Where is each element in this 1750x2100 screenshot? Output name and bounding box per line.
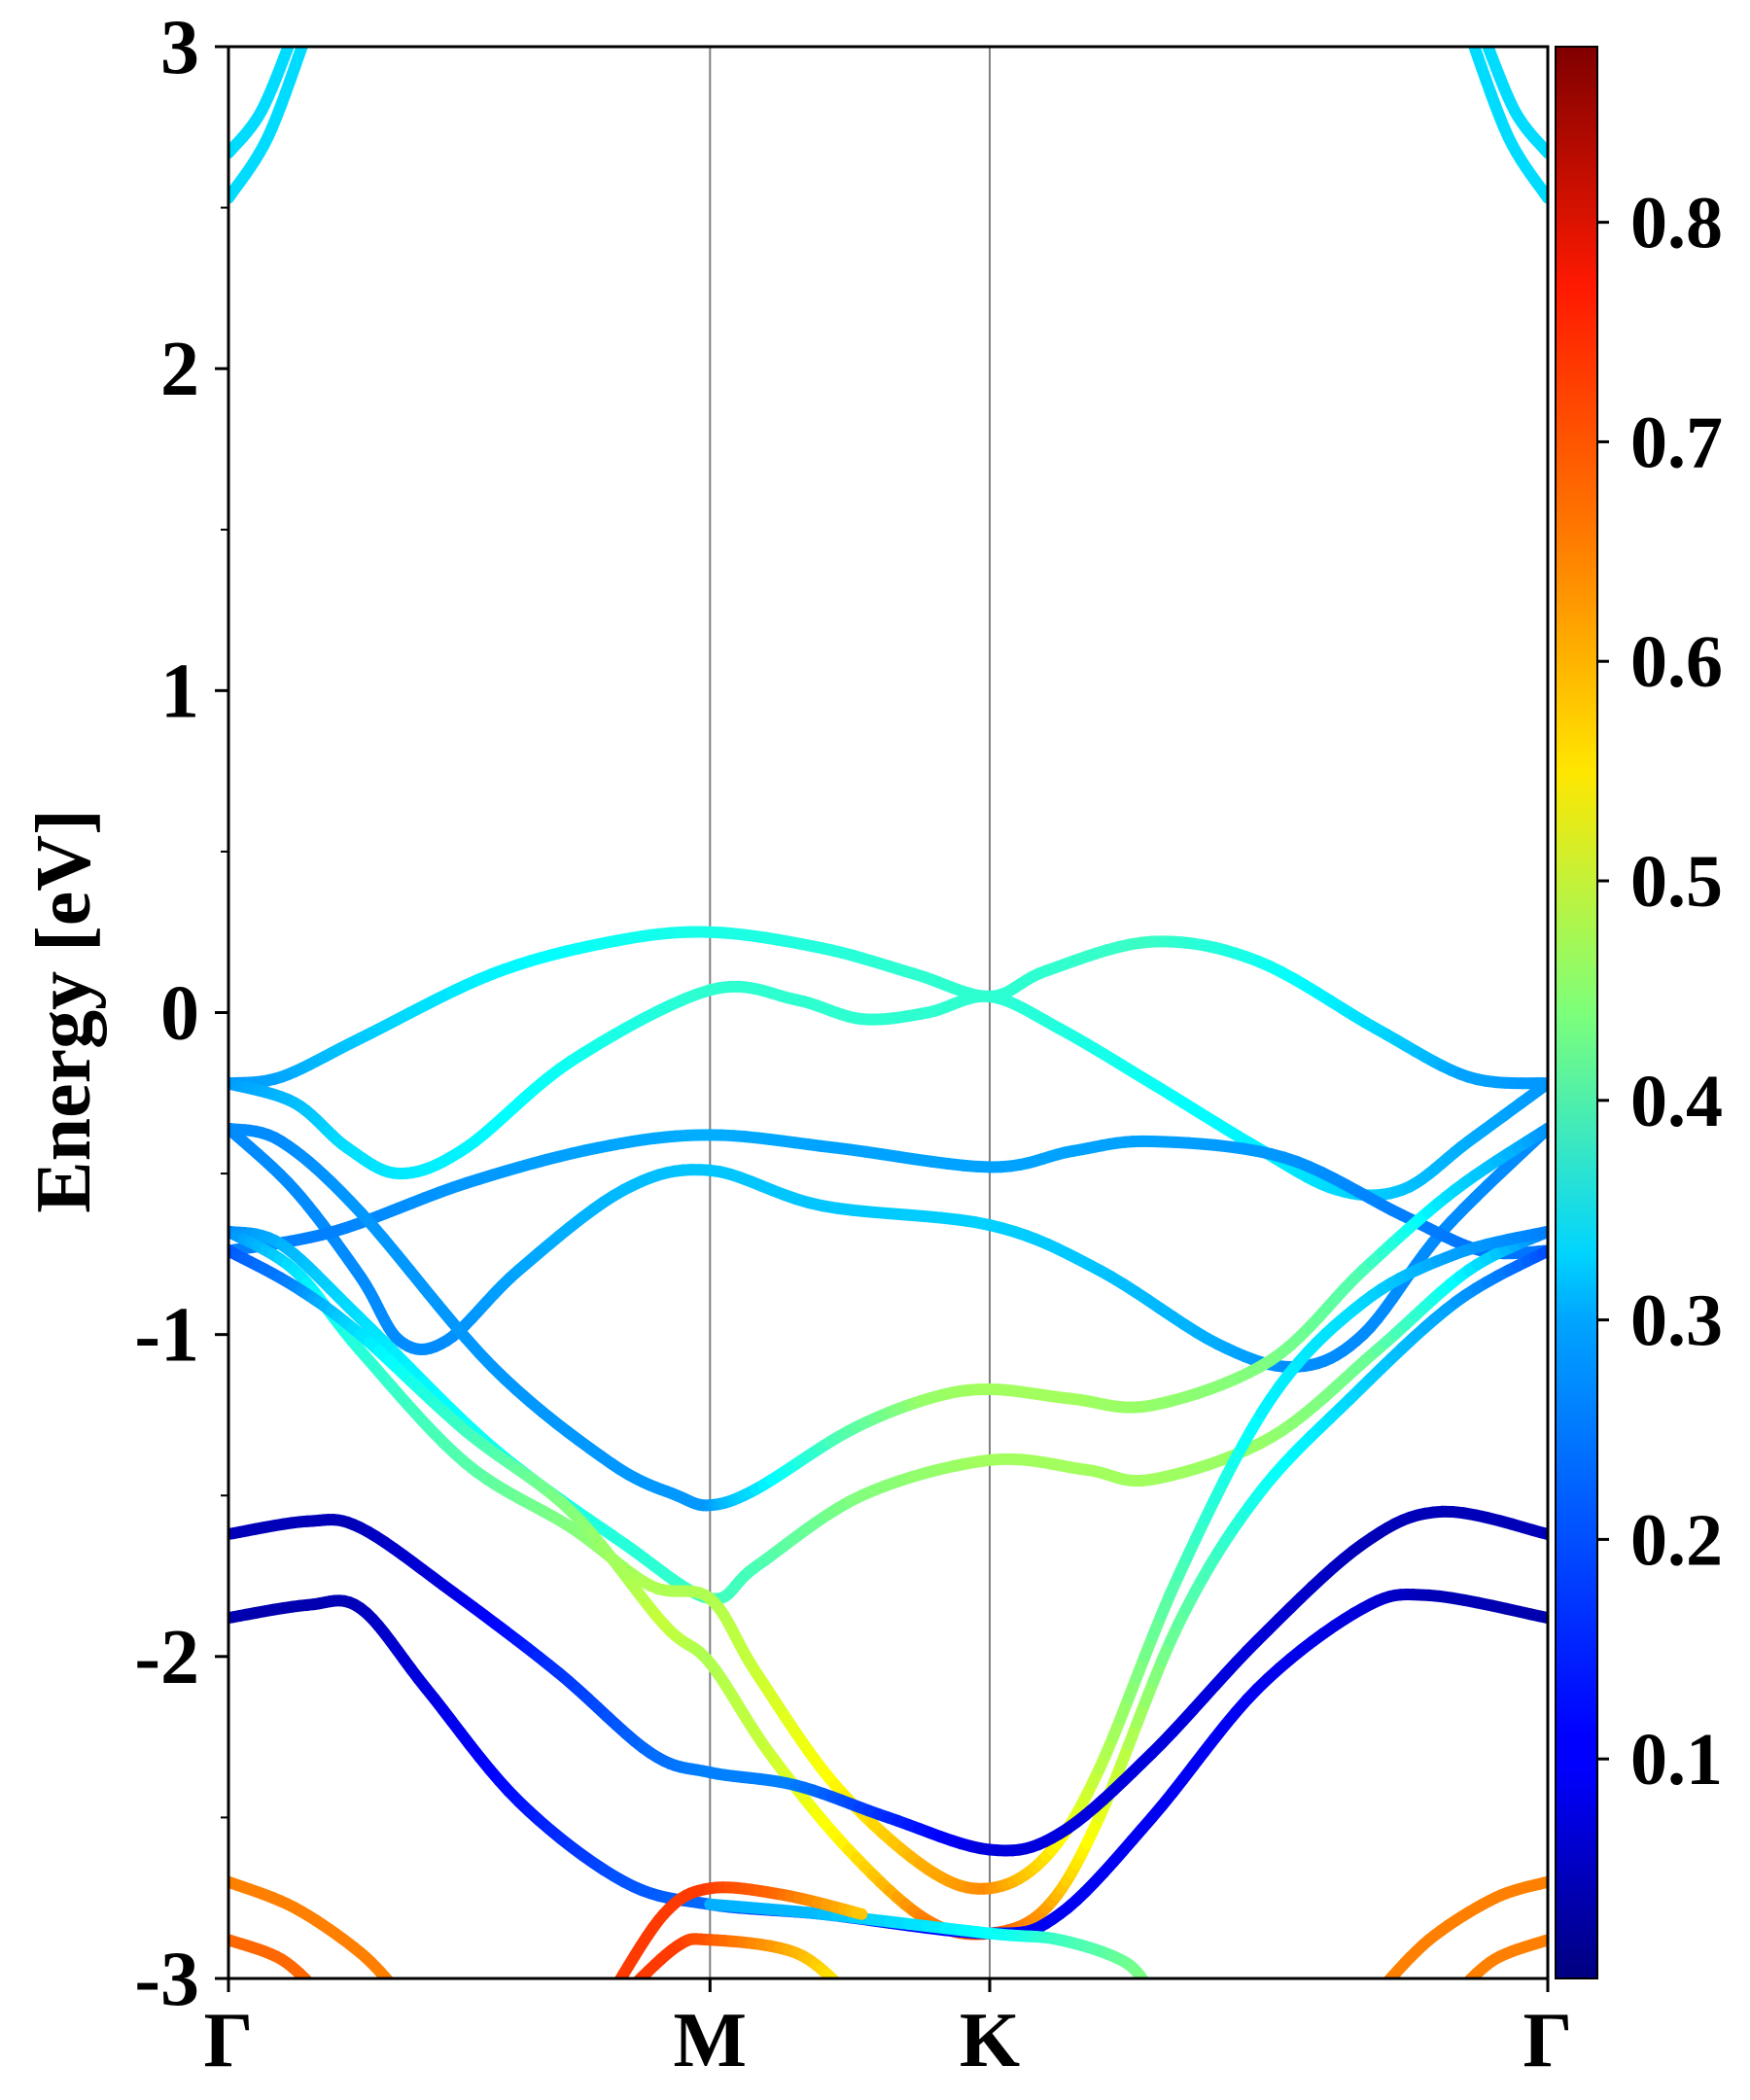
band-segment — [1460, 1986, 1463, 1990]
band-segment — [1147, 1987, 1149, 1990]
band — [228, 1122, 1548, 1512]
band — [612, 1881, 868, 1994]
colorbar-tick-label: 0.8 — [1630, 183, 1723, 264]
band — [704, 1898, 1151, 1995]
band — [228, 1129, 1548, 1260]
band — [1468, 30, 1548, 204]
colorbar-tick-label: 0.1 — [1630, 1719, 1723, 1801]
band — [1377, 1875, 1548, 1994]
band-segment — [826, 1974, 841, 1978]
band-segment — [297, 47, 308, 52]
band-segment — [281, 47, 295, 56]
colorbar-tick-label: 0.6 — [1630, 621, 1723, 703]
y-tick-label: -2 — [134, 1615, 199, 1700]
colorbar-gradient — [1556, 47, 1597, 1978]
band-segment — [382, 1975, 395, 1978]
y-tick-label: -3 — [134, 1937, 199, 2022]
band — [228, 926, 1548, 1090]
band-segment — [1482, 30, 1484, 35]
band — [228, 980, 1548, 1202]
band-segment — [613, 1977, 623, 1978]
band-segment — [1377, 1991, 1380, 1994]
band-segment — [319, 1992, 321, 1994]
band-segment — [627, 1987, 631, 1991]
band-segment — [1149, 1990, 1151, 1993]
band-segment — [1463, 1976, 1473, 1978]
colorbar-tick-label: 0.3 — [1630, 1280, 1723, 1362]
band-segment — [286, 47, 294, 49]
band-segment — [1137, 1974, 1149, 1978]
band-segment — [846, 1992, 849, 1995]
colorbar: 0.8 0.7 0.6 0.5 0.4 0.3 0.2 0.1 — [1555, 46, 1723, 1979]
band-segment — [851, 1907, 868, 1920]
colorbar-tick-label: 0.4 — [1630, 1061, 1723, 1142]
x-tick-label: Γ — [204, 1998, 254, 2083]
band-segment — [293, 30, 295, 35]
x-tick-label: M — [674, 1998, 748, 2083]
band-segment — [1382, 1976, 1393, 1978]
band-segment — [632, 1976, 642, 1978]
y-tick-label: 0 — [160, 971, 199, 1057]
bands-group — [228, 30, 1548, 1995]
band-segment — [1483, 47, 1490, 49]
colorbar-border — [1555, 46, 1598, 1979]
band-segment — [1457, 1989, 1460, 1992]
band-segment — [1455, 1992, 1457, 1994]
band — [1482, 30, 1548, 159]
y-tick-label: 1 — [160, 648, 199, 734]
colorbar-tick-label: 0.5 — [1630, 841, 1723, 923]
band-segment — [1469, 30, 1471, 37]
plot-area — [228, 47, 1548, 1978]
y-axis: 3 2 1 0 -1 -2 -3 — [134, 5, 228, 2022]
colorbar-tick-label: 0.7 — [1630, 402, 1723, 483]
band-segment — [842, 1988, 846, 1992]
band-segment — [1150, 1993, 1151, 1995]
band-segment — [1145, 1983, 1147, 1987]
y-tick-label: 2 — [160, 327, 199, 412]
band-segment — [303, 1976, 313, 1978]
plot-background — [228, 47, 1548, 1978]
band-segment — [1380, 1987, 1383, 1991]
band-segment — [305, 30, 307, 37]
band-segment — [838, 1984, 842, 1988]
x-tick-label: Γ — [1523, 1998, 1573, 2083]
y-tick-label: -1 — [134, 1293, 199, 1379]
band-segment — [312, 1986, 315, 1990]
x-tick-label: K — [960, 1998, 1020, 2083]
band-segment — [316, 1989, 319, 1992]
band-segment — [624, 1991, 627, 1994]
y-tick-label: 3 — [160, 5, 199, 90]
band-segment — [395, 1989, 398, 1992]
band — [228, 30, 295, 159]
band-segment — [398, 1992, 400, 1995]
band-segment — [612, 1989, 614, 1994]
colorbar-tick-label: 0.2 — [1630, 1499, 1723, 1581]
y-axis-title: Energy [eV] — [21, 809, 107, 1212]
band-segment — [392, 1985, 395, 1989]
band-segment — [1468, 47, 1480, 52]
